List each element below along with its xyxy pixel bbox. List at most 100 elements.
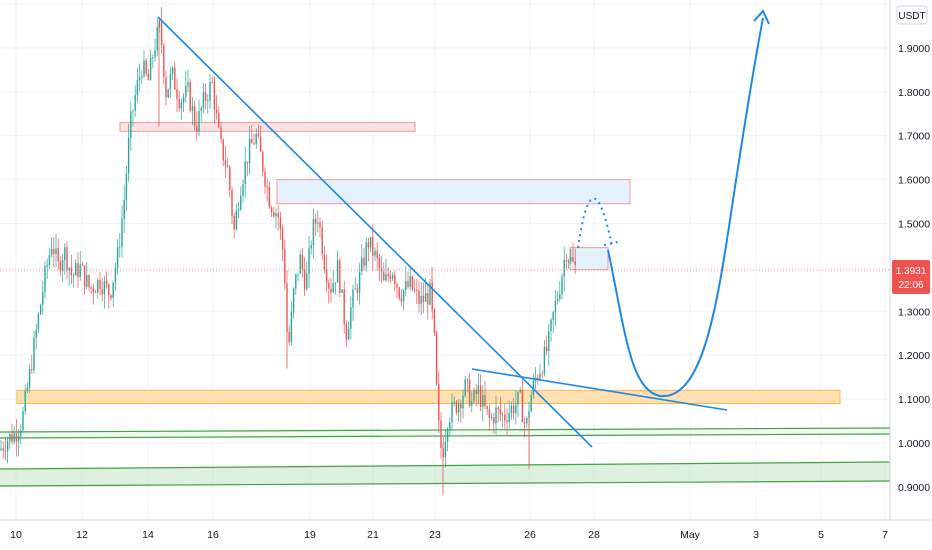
- candle-body: [504, 414, 506, 421]
- candle-body: [72, 275, 75, 276]
- candle-body: [0, 448, 2, 450]
- candle-body: [343, 289, 345, 325]
- candle-body: [211, 82, 213, 83]
- candle-body: [77, 263, 79, 278]
- candle-body: [130, 111, 132, 139]
- candle-body: [15, 433, 18, 442]
- candle-body: [160, 20, 163, 46]
- candle-body: [171, 67, 174, 74]
- candle-body: [255, 133, 257, 145]
- candle-body: [398, 287, 400, 299]
- candle-body: [116, 247, 119, 269]
- candle-body: [24, 391, 26, 412]
- candle-body: [424, 293, 427, 302]
- candle-body: [561, 276, 563, 295]
- projection-dotted-arc[interactable]: [577, 197, 613, 249]
- candle-body: [237, 209, 240, 212]
- candle-body: [154, 50, 156, 58]
- candle-body: [416, 290, 418, 291]
- zone-current-box[interactable]: [569, 247, 609, 271]
- candle-body: [235, 211, 238, 230]
- candle-body: [88, 275, 90, 288]
- candle-body: [411, 276, 414, 290]
- candle-body: [468, 379, 471, 406]
- candle-body: [79, 264, 81, 278]
- candle-body: [240, 195, 242, 210]
- candle-body: [477, 385, 480, 395]
- candle-body: [471, 401, 473, 406]
- candle-body: [86, 275, 88, 287]
- candle-body: [149, 57, 152, 81]
- candle-body: [134, 95, 136, 111]
- candle-body: [42, 291, 44, 305]
- y-tick-label: 1.6000: [898, 175, 930, 187]
- wedge-trendline[interactable]: [471, 368, 728, 411]
- candle-body: [145, 60, 147, 74]
- candle-body: [200, 107, 202, 111]
- candles: [0, 7, 576, 496]
- arrow-head-icon: [753, 9, 770, 25]
- candle-body: [537, 377, 539, 380]
- candle-body: [4, 450, 7, 452]
- support-channel-lower[interactable]: [0, 461, 891, 487]
- candle-body: [277, 213, 279, 218]
- candle-body: [440, 420, 442, 449]
- zone-support-orange[interactable]: [16, 389, 841, 404]
- candle-body: [479, 385, 482, 407]
- candle-body: [484, 394, 486, 407]
- candle-body: [268, 187, 271, 208]
- candle-body: [9, 434, 11, 442]
- candle-body: [257, 133, 260, 137]
- candle-body: [515, 404, 517, 414]
- candle-body: [112, 282, 114, 298]
- x-tick-label: 12: [76, 529, 88, 541]
- candle-body: [391, 275, 394, 279]
- candle-body: [132, 110, 134, 112]
- candle-body: [99, 279, 101, 290]
- candle-body: [545, 346, 548, 352]
- candle-body: [64, 247, 66, 261]
- candle-body: [266, 186, 268, 188]
- candle-body: [57, 248, 59, 262]
- candle-body: [222, 139, 224, 161]
- candle-body: [220, 127, 222, 140]
- zone-resistance-top[interactable]: [119, 122, 416, 132]
- candle-body: [455, 401, 458, 413]
- y-axis: 1.90001.80001.70001.60001.50001.40001.30…: [898, 43, 930, 494]
- candle-body: [506, 420, 508, 423]
- x-tick-label: May: [680, 529, 701, 541]
- zone-supply-zone[interactable]: [276, 179, 631, 205]
- candle-body: [138, 77, 141, 81]
- candle-body: [380, 268, 383, 272]
- projection-path[interactable]: [607, 17, 764, 398]
- y-tick-label: 1.3000: [898, 306, 930, 318]
- unit-text: USDT: [898, 11, 925, 22]
- candle-body: [308, 248, 310, 274]
- unit-label[interactable]: USDT: [896, 5, 928, 25]
- current-price-badge: 1.3931 22:06: [892, 260, 930, 294]
- candle-body: [314, 219, 317, 224]
- candle-body: [501, 414, 504, 416]
- candle-body: [330, 288, 332, 293]
- candle-body: [246, 161, 249, 164]
- candle-body: [550, 319, 552, 332]
- candle-body: [548, 331, 550, 352]
- candle-body: [523, 422, 526, 424]
- candle-body: [215, 109, 218, 113]
- candle-body: [103, 281, 106, 295]
- candle-body: [35, 329, 37, 338]
- candle-body: [369, 236, 372, 248]
- candle-body: [31, 369, 33, 371]
- current-price-value: 1.3931: [896, 266, 927, 277]
- candle-body: [182, 96, 185, 103]
- descending-trendline[interactable]: [157, 16, 593, 448]
- zones[interactable]: [16, 122, 841, 404]
- candle-body: [163, 45, 165, 77]
- candle-body: [552, 312, 554, 320]
- candle-body: [94, 292, 97, 294]
- support-channel-upper[interactable]: [0, 427, 891, 439]
- candle-body: [127, 138, 130, 174]
- candle-body: [339, 260, 341, 293]
- x-axis: 10 12 14 16 19 21 23 26 28 May 3 5 7: [10, 529, 888, 541]
